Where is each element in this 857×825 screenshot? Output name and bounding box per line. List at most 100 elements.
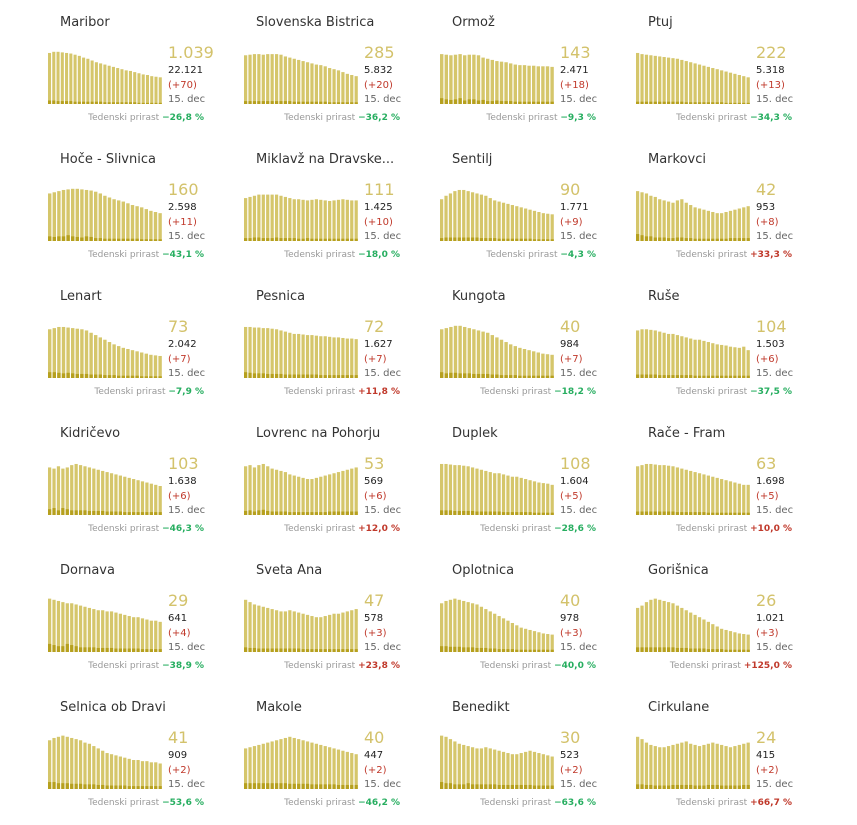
bar [244, 599, 248, 652]
bar [75, 328, 79, 378]
bar [140, 481, 145, 515]
bar-daily [248, 238, 252, 241]
bar [328, 614, 332, 652]
bar-daily [61, 646, 65, 652]
daily-delta-value: (+6) [364, 491, 387, 502]
bar-daily [74, 646, 78, 652]
bar [486, 332, 490, 378]
municipality-name: Pesnica [256, 289, 306, 304]
daily-delta-value: (+7) [560, 354, 583, 365]
sparkline-chart [440, 325, 554, 378]
bar [48, 52, 52, 104]
sparkline-chart [244, 194, 358, 241]
bar-daily [519, 784, 523, 789]
bar [65, 603, 69, 652]
bar [671, 744, 675, 789]
bar [130, 205, 135, 241]
bar-daily [724, 512, 728, 515]
bar-daily [101, 784, 105, 789]
bar [141, 74, 145, 104]
bar-daily [314, 784, 318, 789]
bar [248, 196, 252, 241]
municipality-name: Sveta Ana [256, 563, 323, 578]
bar [444, 463, 448, 515]
bar [149, 354, 153, 378]
total-cases-value: 641 [168, 613, 188, 624]
bar [101, 610, 105, 652]
municipality-card: Dornava 29 641 (+4) 15. dec Tedenski prirast … [48, 548, 244, 685]
bar-daily [653, 101, 657, 104]
bar [71, 188, 75, 241]
bar-daily [541, 649, 545, 652]
bar [297, 612, 301, 652]
bar-daily [345, 375, 349, 378]
bar [70, 603, 74, 652]
weekly-growth-value: −46,2 % [358, 798, 400, 808]
bar [341, 72, 345, 104]
bar [506, 753, 510, 789]
bar [662, 747, 666, 789]
total-cases-value: 1.771 [560, 202, 589, 213]
bar-daily [693, 102, 697, 104]
bar [101, 750, 105, 789]
bar [528, 480, 532, 515]
bar-daily [666, 511, 671, 515]
bar [323, 200, 327, 241]
bar [662, 332, 666, 378]
bar [636, 191, 640, 241]
bar-daily [118, 785, 122, 789]
bar [158, 763, 162, 789]
bar [649, 329, 653, 378]
bar-daily [475, 237, 479, 241]
bar-daily [644, 236, 649, 241]
bar [662, 465, 666, 515]
bar-daily [94, 238, 98, 241]
bar-daily [532, 785, 537, 789]
bar [354, 754, 358, 789]
bar [515, 625, 519, 652]
bar-daily [532, 101, 536, 104]
bar-daily [336, 511, 341, 515]
bar [484, 195, 488, 241]
total-cases-value: 5.318 [756, 65, 785, 76]
bar-daily [301, 649, 305, 652]
active-cases-value: 222 [756, 43, 787, 62]
bar [314, 335, 318, 378]
bar-daily [103, 375, 107, 378]
bar-daily [301, 374, 305, 378]
active-cases-value: 1.039 [168, 43, 214, 62]
bar-daily [345, 649, 349, 652]
bar-daily [658, 101, 662, 104]
daily-delta-value: (+4) [168, 628, 191, 639]
bar [448, 599, 453, 652]
bar-daily [499, 101, 504, 104]
bar [270, 609, 274, 652]
bar [56, 736, 61, 789]
bar [541, 66, 545, 104]
bar [118, 475, 122, 515]
bar [506, 203, 510, 241]
bar [118, 756, 122, 789]
bar-daily [501, 649, 506, 652]
bar-daily [506, 238, 510, 241]
bar-daily [658, 647, 662, 652]
bar-daily [144, 376, 148, 378]
bar-daily [444, 99, 448, 104]
bar [470, 747, 475, 789]
bar [279, 195, 283, 241]
bar-daily [350, 238, 354, 241]
bar-daily [715, 512, 719, 515]
bar [666, 57, 671, 104]
bar [737, 483, 741, 515]
bar-daily [332, 649, 336, 652]
bar-daily [697, 102, 702, 104]
bar [117, 346, 121, 378]
bar [135, 206, 139, 241]
bar [720, 70, 724, 104]
bar [693, 472, 697, 515]
bar-daily [448, 646, 453, 652]
bar [444, 736, 448, 789]
bar-daily [61, 508, 65, 515]
bar [345, 469, 349, 515]
bar [448, 193, 453, 241]
